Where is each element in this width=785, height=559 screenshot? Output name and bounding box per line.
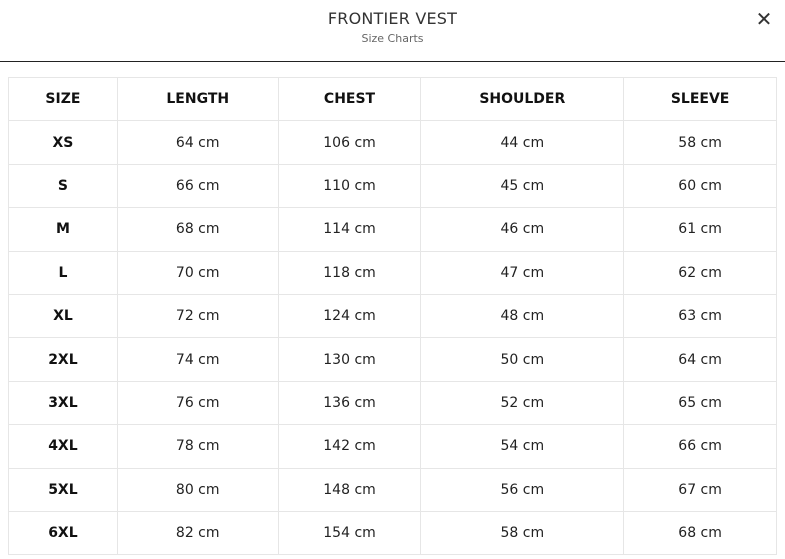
measurement-cell: 48 cm (420, 293, 625, 339)
measurement-cell: 60 cm (623, 163, 777, 209)
measurement-cell: 68 cm (116, 207, 279, 252)
column-header-shoulder: SHOULDER (420, 76, 625, 122)
table-row: S 66 cm 110 cm 45 cm 60 cm (8, 163, 777, 209)
table-row: XL 72 cm 124 cm 48 cm 63 cm (8, 293, 777, 339)
measurement-cell: 58 cm (623, 120, 777, 165)
size-cell: L (8, 250, 118, 295)
measurement-cell: 130 cm (277, 337, 422, 382)
table-row: XS 64 cm 106 cm 44 cm 58 cm (8, 120, 777, 165)
close-icon[interactable]: ✕ (755, 7, 773, 31)
measurement-cell: 118 cm (277, 250, 422, 295)
measurement-cell: 46 cm (420, 207, 625, 252)
table-row: M 68 cm 114 cm 46 cm 61 cm (8, 207, 777, 252)
measurement-cell: 54 cm (420, 424, 625, 469)
measurement-cell: 142 cm (277, 424, 422, 469)
size-cell: 2XL (8, 337, 118, 382)
column-header-chest: CHEST (277, 76, 422, 122)
measurement-cell: 64 cm (623, 337, 777, 382)
size-cell: 6XL (8, 510, 118, 556)
measurement-cell: 110 cm (277, 163, 422, 209)
measurement-cell: 76 cm (116, 380, 279, 426)
measurement-cell: 74 cm (116, 337, 279, 382)
measurement-cell: 45 cm (420, 163, 625, 209)
measurement-cell: 124 cm (277, 293, 422, 339)
table-row: 4XL 78 cm 142 cm 54 cm 66 cm (8, 424, 777, 469)
measurement-cell: 65 cm (623, 380, 777, 426)
measurement-cell: 50 cm (420, 337, 625, 382)
size-chart-table: SIZE LENGTH CHEST SHOULDER SLEEVE XS 64 cm 106… (8, 76, 777, 556)
size-cell: 5XL (8, 467, 118, 512)
measurement-cell: 64 cm (116, 120, 279, 165)
measurement-cell: 82 cm (116, 510, 279, 556)
measurement-cell: 66 cm (623, 424, 777, 469)
measurement-cell: 70 cm (116, 250, 279, 295)
measurement-cell: 148 cm (277, 467, 422, 512)
size-cell: XL (8, 293, 118, 339)
table-row: L 70 cm 118 cm 47 cm 62 cm (8, 250, 777, 295)
table-row: 2XL 74 cm 130 cm 50 cm 64 cm (8, 337, 777, 382)
measurement-cell: 80 cm (116, 467, 279, 512)
measurement-cell: 44 cm (420, 120, 625, 165)
size-cell: XS (8, 120, 118, 165)
measurement-cell: 106 cm (277, 120, 422, 165)
size-cell: S (8, 163, 118, 209)
measurement-cell: 52 cm (420, 380, 625, 426)
table-header-row: SIZE LENGTH CHEST SHOULDER SLEEVE (8, 76, 777, 122)
column-header-sleeve: SLEEVE (623, 76, 777, 122)
measurement-cell: 154 cm (277, 510, 422, 556)
measurement-cell: 58 cm (420, 510, 625, 556)
column-header-size: SIZE (8, 76, 118, 122)
measurement-cell: 67 cm (623, 467, 777, 512)
measurement-cell: 136 cm (277, 380, 422, 426)
modal-header: FRONTIER VEST Size Charts ✕ (0, 0, 785, 62)
measurement-cell: 63 cm (623, 293, 777, 339)
table-row: 3XL 76 cm 136 cm 52 cm 65 cm (8, 380, 777, 426)
column-header-length: LENGTH (116, 76, 279, 122)
measurement-cell: 56 cm (420, 467, 625, 512)
table-row: 6XL 82 cm 154 cm 58 cm 68 cm (8, 510, 777, 556)
size-cell: 4XL (8, 424, 118, 469)
modal-title: FRONTIER VEST (327, 9, 458, 28)
measurement-cell: 61 cm (623, 207, 777, 252)
measurement-cell: 68 cm (623, 510, 777, 556)
measurement-cell: 114 cm (277, 207, 422, 252)
table-row: 5XL 80 cm 148 cm 56 cm 67 cm (8, 467, 777, 512)
measurement-cell: 62 cm (623, 250, 777, 295)
modal-subtitle: Size Charts (361, 32, 424, 45)
size-cell: M (8, 207, 118, 252)
size-cell: 3XL (8, 380, 118, 426)
measurement-cell: 66 cm (116, 163, 279, 209)
measurement-cell: 47 cm (420, 250, 625, 295)
measurement-cell: 72 cm (116, 293, 279, 339)
measurement-cell: 78 cm (116, 424, 279, 469)
